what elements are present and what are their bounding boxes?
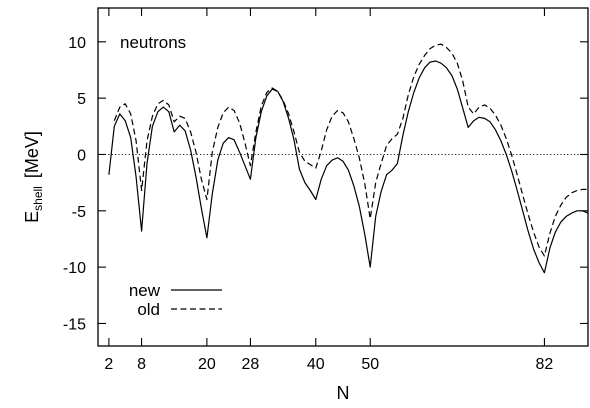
- x-tick-label: 8: [137, 356, 146, 373]
- x-tick-label: 50: [361, 356, 379, 373]
- y-tick-label: -10: [63, 260, 86, 277]
- x-tick-label: 2: [104, 356, 113, 373]
- y-tick-label: 10: [68, 35, 86, 52]
- x-tick-label: 40: [307, 356, 325, 373]
- x-tick-label: 28: [242, 356, 260, 373]
- series-layer: [108, 43, 589, 274]
- y-axis-label-unit: [MeV]: [22, 131, 42, 178]
- y-tick-label: -5: [72, 204, 86, 221]
- plot-frame: [97, 7, 589, 347]
- label-layer: neutrons N Eshell [MeV]: [22, 33, 350, 403]
- annotation-label: neutrons: [120, 33, 186, 52]
- legend-label-new: new: [129, 281, 161, 300]
- y-axis-label-main: E: [22, 211, 42, 223]
- legend-label-old: old: [137, 300, 160, 319]
- x-tick-label: 20: [198, 356, 216, 373]
- x-tick-label: 82: [536, 356, 554, 373]
- series-line-old: [113, 43, 588, 257]
- x-axis-label: N: [337, 383, 350, 403]
- y-axis-label: Eshell [MeV]: [22, 131, 45, 223]
- y-tick-label: 5: [77, 91, 86, 108]
- series-line-new: [108, 60, 589, 274]
- y-axis-label-sub: shell: [31, 186, 45, 211]
- y-tick-label: 0: [77, 147, 86, 164]
- y-tick-label: -15: [63, 316, 86, 333]
